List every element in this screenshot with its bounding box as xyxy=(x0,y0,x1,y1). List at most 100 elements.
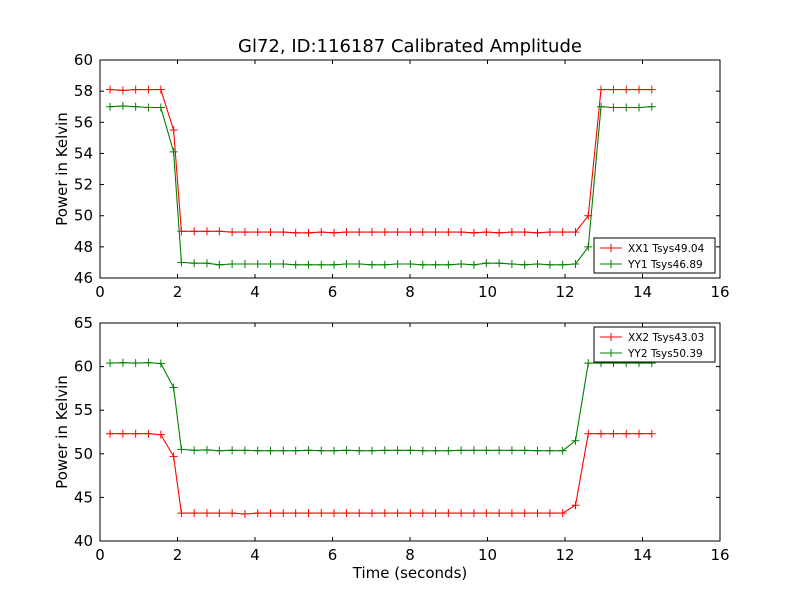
data-point xyxy=(253,446,262,455)
data-point xyxy=(291,228,300,237)
data-point xyxy=(169,383,178,392)
data-point xyxy=(482,509,491,518)
data-point xyxy=(571,228,580,237)
data-point xyxy=(380,509,389,518)
data-point xyxy=(190,259,199,268)
data-point xyxy=(380,446,389,455)
data-point xyxy=(418,228,427,237)
data-point xyxy=(106,102,115,111)
data-point xyxy=(190,509,199,518)
data-point xyxy=(156,85,165,94)
data-point xyxy=(342,446,351,455)
data-point xyxy=(431,446,440,455)
data-point xyxy=(584,429,593,438)
data-point xyxy=(507,228,516,237)
data-point xyxy=(169,126,178,135)
data-point xyxy=(144,85,153,94)
y-tick-label: 54 xyxy=(74,144,93,162)
x-tick-label: 14 xyxy=(633,283,652,301)
data-point xyxy=(291,260,300,269)
y-tick-label: 45 xyxy=(74,488,93,506)
data-point xyxy=(215,227,224,236)
x-tick-label: 0 xyxy=(95,283,105,301)
x-tick-label: 4 xyxy=(250,283,260,301)
data-point xyxy=(304,509,313,518)
data-point xyxy=(169,147,178,156)
data-point xyxy=(355,446,364,455)
data-point xyxy=(457,228,466,237)
x-tick-label: 12 xyxy=(555,283,574,301)
data-point xyxy=(291,509,300,518)
data-point xyxy=(279,446,288,455)
data-point xyxy=(118,101,127,110)
data-point xyxy=(266,228,275,237)
data-point xyxy=(533,259,542,268)
data-point xyxy=(355,509,364,518)
y-tick-label: 50 xyxy=(74,207,93,225)
data-point xyxy=(131,359,140,368)
data-point xyxy=(266,446,275,455)
data-point xyxy=(545,509,554,518)
data-point xyxy=(144,103,153,112)
data-point xyxy=(190,227,199,236)
data-point xyxy=(635,103,644,112)
data-point xyxy=(106,359,115,368)
x-tick-label: 12 xyxy=(555,546,574,564)
x-tick-label: 16 xyxy=(710,546,729,564)
data-point xyxy=(202,227,211,236)
data-point xyxy=(622,429,631,438)
x-tick-label: 10 xyxy=(478,283,497,301)
data-point xyxy=(558,509,567,518)
data-point xyxy=(253,509,262,518)
data-point xyxy=(418,260,427,269)
legend-box xyxy=(593,237,716,274)
data-point xyxy=(279,509,288,518)
data-point xyxy=(431,509,440,518)
data-point xyxy=(131,429,140,438)
data-point xyxy=(279,259,288,268)
data-point xyxy=(406,446,415,455)
y-tick-label: 60 xyxy=(74,51,93,69)
data-point xyxy=(495,509,504,518)
data-point xyxy=(228,446,237,455)
data-point xyxy=(418,509,427,518)
x-tick-label: 2 xyxy=(173,546,183,564)
data-point xyxy=(240,446,249,455)
data-point xyxy=(240,259,249,268)
data-point xyxy=(355,259,364,268)
data-point xyxy=(520,228,529,237)
x-axis-label: Time (seconds) xyxy=(352,564,468,582)
data-point xyxy=(469,228,478,237)
data-point xyxy=(118,86,127,95)
data-point xyxy=(304,446,313,455)
data-point xyxy=(495,228,504,237)
data-point xyxy=(368,446,377,455)
data-point xyxy=(342,509,351,518)
data-point xyxy=(228,228,237,237)
y-axis-label: Power in Kelvin xyxy=(53,112,71,226)
data-point xyxy=(291,446,300,455)
data-point xyxy=(482,259,491,268)
data-point xyxy=(597,102,606,111)
data-point xyxy=(118,429,127,438)
data-point xyxy=(418,446,427,455)
data-point xyxy=(131,85,140,94)
x-tick-label: 4 xyxy=(250,546,260,564)
data-point xyxy=(507,446,516,455)
data-point xyxy=(317,260,326,269)
data-point xyxy=(304,228,313,237)
data-point xyxy=(253,228,262,237)
data-point xyxy=(444,446,453,455)
x-tick-label: 8 xyxy=(405,283,415,301)
data-point xyxy=(533,228,542,237)
data-point xyxy=(545,446,554,455)
y-tick-label: 50 xyxy=(74,445,93,463)
data-point xyxy=(520,509,529,518)
data-point xyxy=(342,228,351,237)
data-point xyxy=(393,228,402,237)
data-point xyxy=(431,260,440,269)
data-point xyxy=(330,446,339,455)
data-point xyxy=(330,509,339,518)
data-point xyxy=(558,260,567,269)
